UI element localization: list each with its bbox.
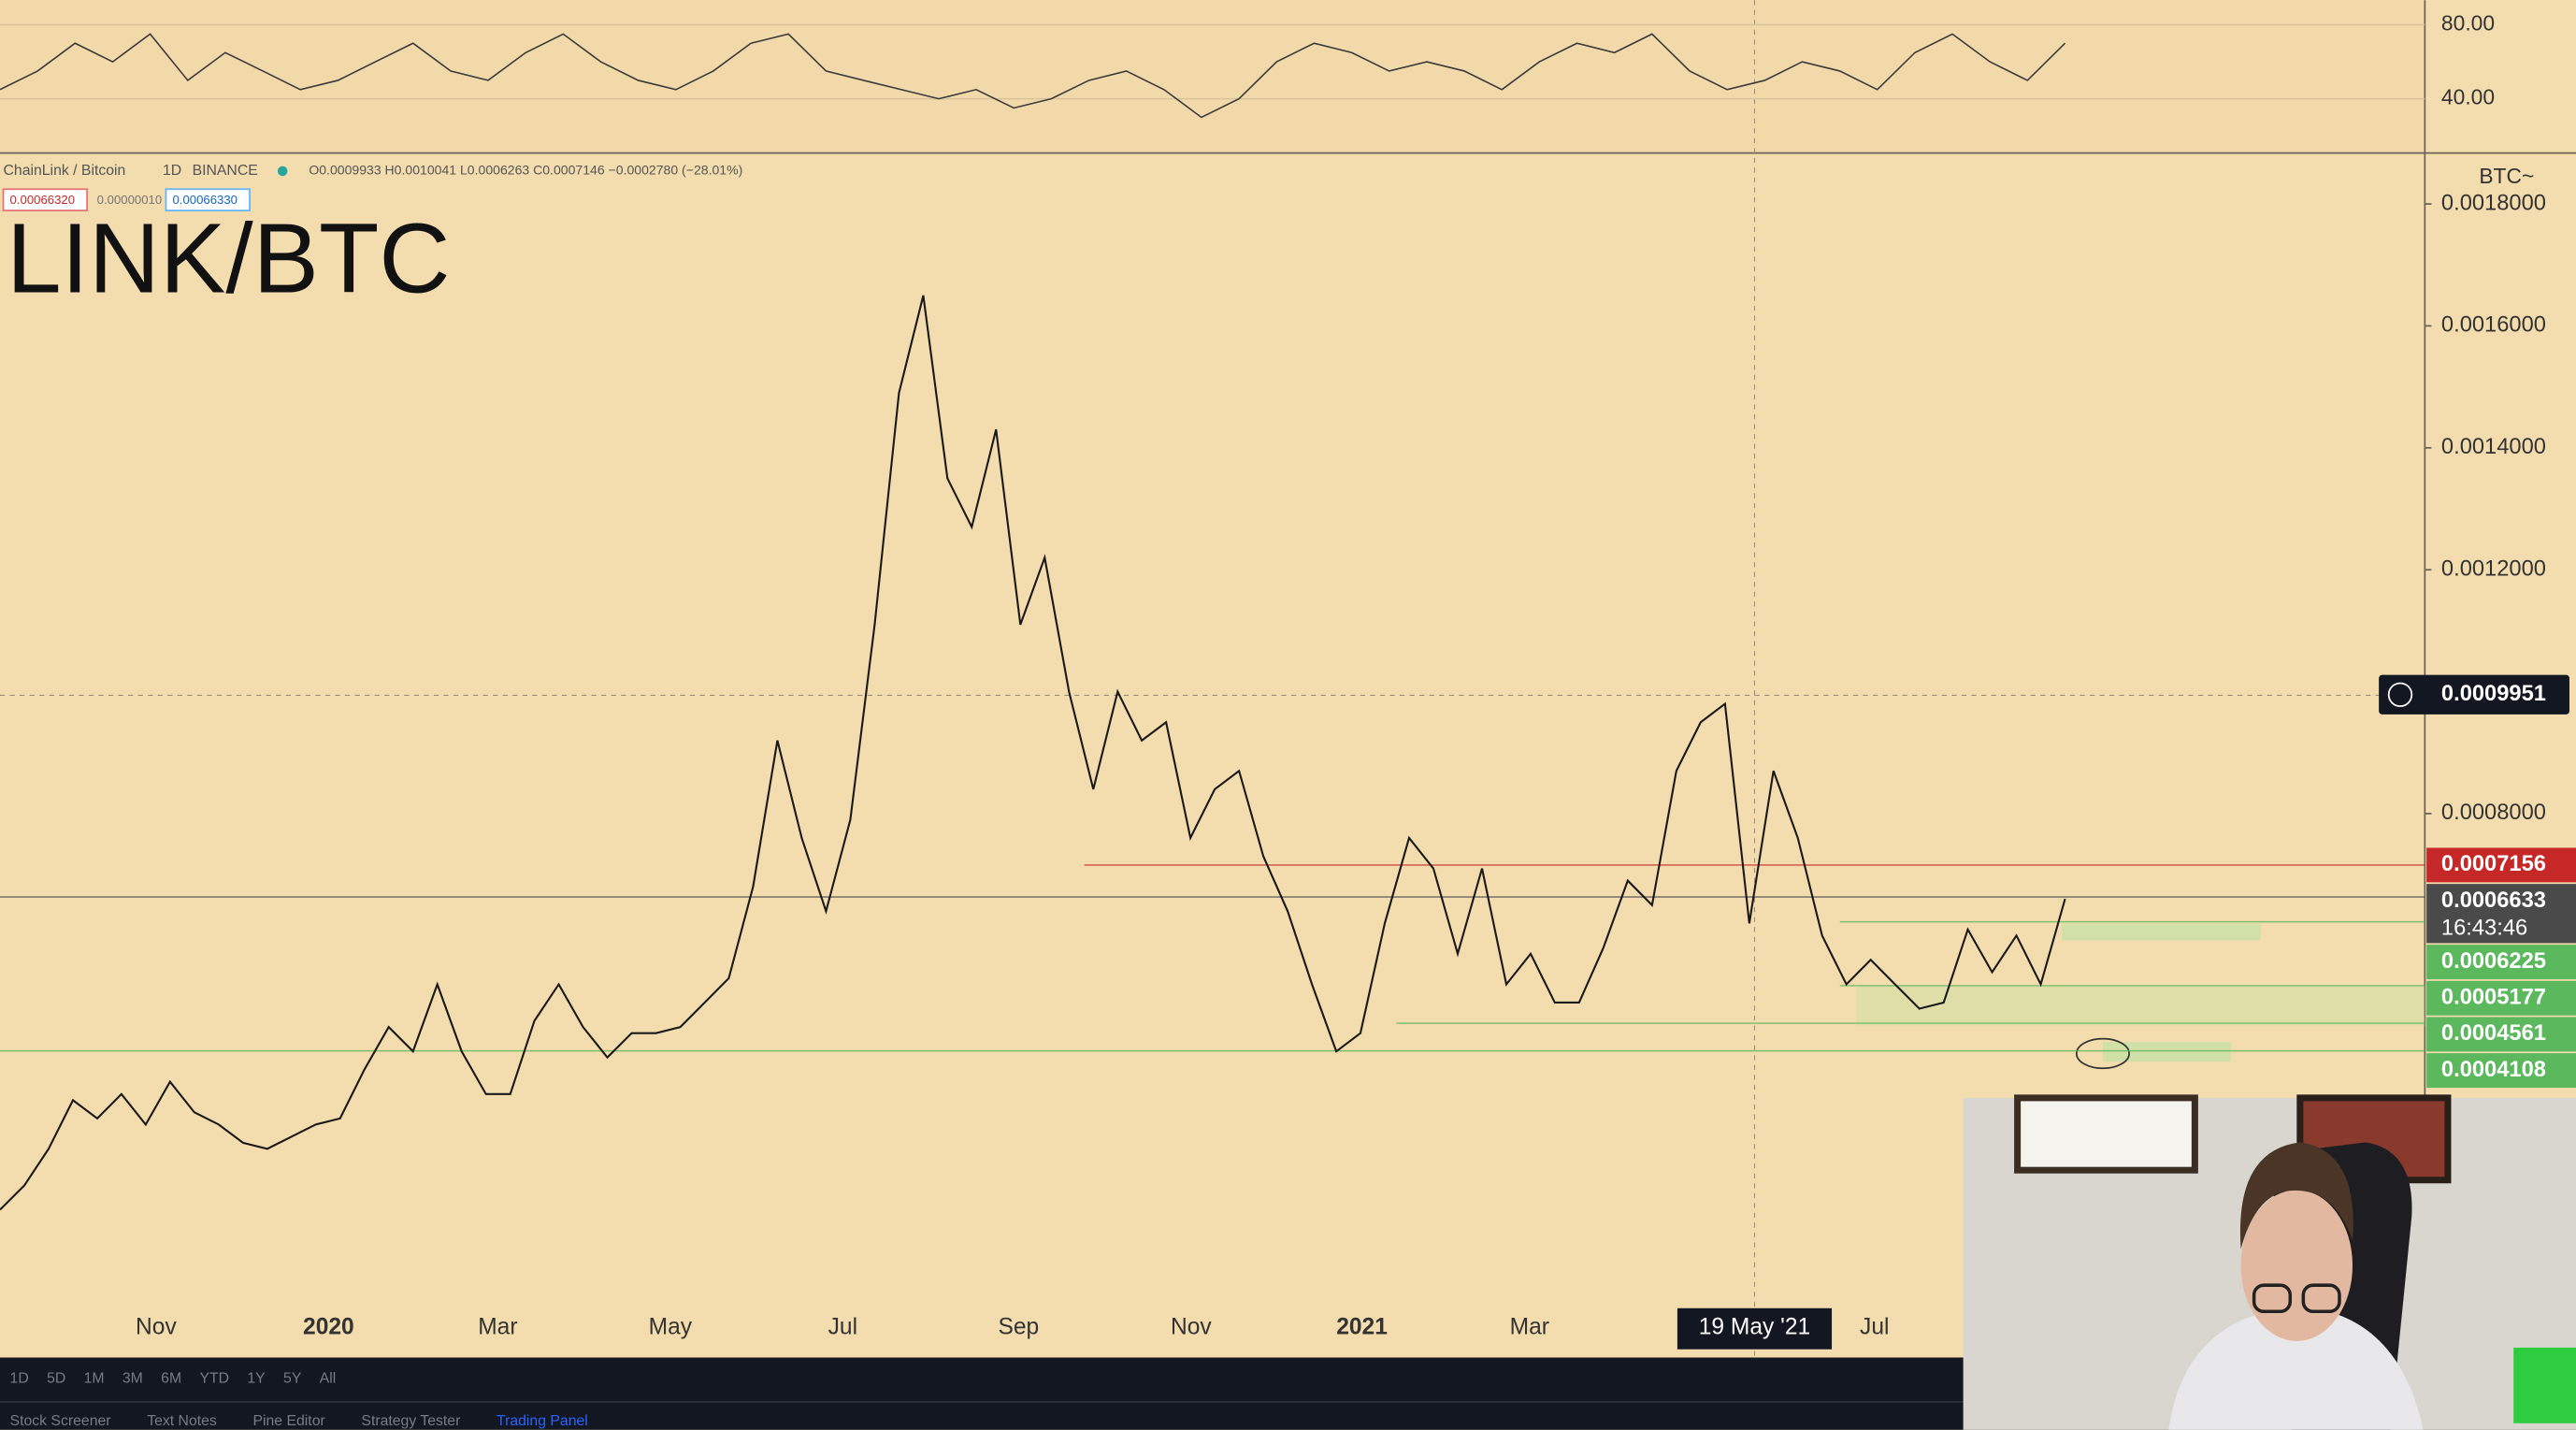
price-tag-label: 0.0007156 xyxy=(2441,852,2546,876)
price-tag xyxy=(2426,1053,2576,1089)
y-tick-label: 0.0008000 xyxy=(2441,801,2546,825)
crosshair-label: 0.0009951 xyxy=(2441,682,2546,706)
timeframe-button[interactable]: 1Y xyxy=(247,1371,266,1387)
price-tag xyxy=(2426,1017,2576,1052)
oscillator-pane xyxy=(0,0,2425,153)
timeframe-button[interactable]: 3M xyxy=(122,1371,143,1387)
y-tick-label: 40.00 xyxy=(2441,85,2495,109)
x-tick-label: Nov xyxy=(1171,1314,1212,1339)
axis-unit: BTC~ xyxy=(2479,164,2534,188)
status-dot xyxy=(277,166,288,177)
exchange: BINANCE xyxy=(193,163,258,179)
price-line xyxy=(0,295,2066,1211)
price-tag-label: 0.0006633 xyxy=(2441,888,2546,913)
subscribe-badge xyxy=(2513,1347,2576,1423)
shirt xyxy=(2168,1307,2424,1430)
wall-picture xyxy=(2014,1094,2198,1174)
zone xyxy=(1856,986,2425,1026)
crosshair-date-tag xyxy=(1677,1307,1833,1350)
input-value[interactable]: 0.00066330 xyxy=(172,193,237,207)
panel-tab[interactable]: Pine Editor xyxy=(252,1413,324,1429)
panel-tab[interactable]: Strategy Tester xyxy=(361,1413,460,1429)
timeframe-button[interactable]: 1M xyxy=(84,1371,105,1387)
price-tag-label: 0.0004561 xyxy=(2441,1021,2546,1046)
y-tick-label: 0.0014000 xyxy=(2441,435,2546,459)
hair xyxy=(2239,1142,2353,1249)
timeframe-button[interactable]: 1D xyxy=(10,1371,29,1387)
x-tick-label: Nov xyxy=(136,1314,177,1339)
price-tag-label: 0.0005177 xyxy=(2441,986,2546,1010)
x-tick-label: 2021 xyxy=(1336,1314,1388,1339)
interval: 1D xyxy=(163,163,181,179)
input-box[interactable] xyxy=(165,188,251,211)
webcam xyxy=(1963,1094,2576,1430)
countdown: 16:43:46 xyxy=(2441,917,2527,941)
x-tick-label: Jul xyxy=(1860,1314,1889,1339)
y-tick-label: 0.0012000 xyxy=(2441,556,2546,581)
input-value[interactable]: 0.00066320 xyxy=(10,193,76,207)
zone xyxy=(2062,923,2261,941)
price-tag xyxy=(2426,884,2576,944)
panel-tab[interactable]: Trading Panel xyxy=(496,1413,588,1429)
price-tag xyxy=(2426,945,2576,980)
chart-title: LINK/BTC xyxy=(7,205,450,314)
y-tick-label: 0.0016000 xyxy=(2441,313,2546,338)
timeframe-button[interactable]: 5D xyxy=(47,1371,65,1387)
price-line xyxy=(0,33,2066,119)
panel-tab[interactable]: Stock Screener xyxy=(10,1413,111,1429)
x-tick-label: May xyxy=(649,1314,693,1339)
crosshair-add[interactable] xyxy=(2387,682,2413,707)
price-tag xyxy=(2426,980,2576,1016)
input-box[interactable] xyxy=(2,188,89,211)
zone xyxy=(2102,1042,2232,1062)
price-tag-label: 0.0004108 xyxy=(2441,1058,2546,1082)
glasses xyxy=(2301,1283,2341,1314)
annotation-circle xyxy=(2075,1037,2130,1070)
panel-tab[interactable]: Text Notes xyxy=(147,1413,217,1429)
x-tick-label: Mar xyxy=(478,1314,517,1339)
y-tick-label: 0.0018000 xyxy=(2441,191,2546,215)
x-tick-label: Sep xyxy=(998,1314,1039,1339)
timeframe-button[interactable]: 5Y xyxy=(283,1371,302,1387)
crosshair-tag xyxy=(2379,674,2569,715)
x-tick-label: Mar xyxy=(1510,1314,1549,1339)
price-tag-label: 0.0006225 xyxy=(2441,949,2546,974)
glasses xyxy=(2252,1283,2293,1314)
x-tick-label: 2020 xyxy=(303,1314,354,1339)
symbol: ChainLink / Bitcoin xyxy=(4,163,126,179)
y-tick-label: 80.00 xyxy=(2441,11,2495,36)
crosshair-date: 19 May '21 xyxy=(1699,1314,1810,1339)
price-tag xyxy=(2426,847,2576,883)
ohlc: O0.0009933 H0.0010041 L0.0006263 C0.0007… xyxy=(309,163,742,178)
input-value[interactable]: 0.00000010 xyxy=(97,193,163,207)
timeframe-button[interactable]: All xyxy=(320,1371,337,1387)
timeframe-button[interactable]: YTD xyxy=(199,1371,229,1387)
timeframe-button[interactable]: 6M xyxy=(161,1371,181,1387)
face xyxy=(2240,1190,2353,1341)
x-tick-label: Jul xyxy=(828,1314,857,1339)
